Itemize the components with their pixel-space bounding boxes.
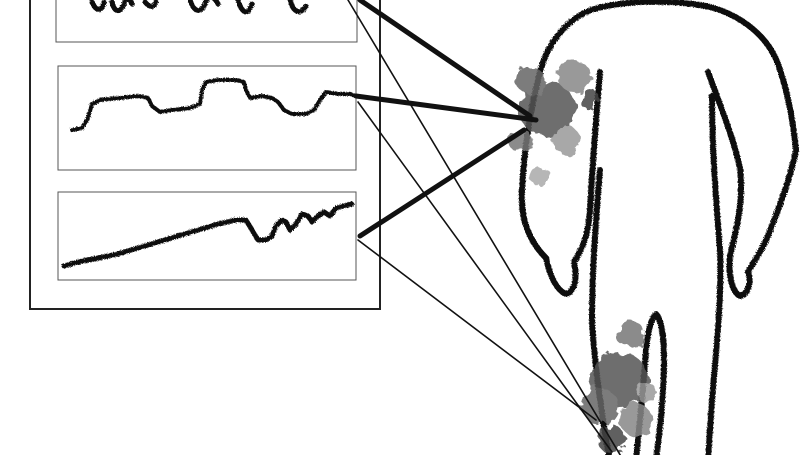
panel-rising [57, 191, 357, 281]
connector-oscillating-to-leg [347, 0, 622, 455]
splotch-blob [582, 388, 618, 424]
splotch-blob [530, 166, 550, 186]
connector-rising-to-arm [357, 127, 527, 239]
figure-left-hand [543, 255, 579, 297]
figure-right-arm-outer [745, 147, 799, 275]
connector-oscillating-to-arm [357, 0, 533, 119]
figure-right-hand [726, 253, 753, 299]
splotch-blob [558, 60, 590, 92]
figure-right-leg-outer [705, 93, 724, 455]
splotch-blob [620, 404, 652, 436]
splotch-blob [616, 320, 644, 348]
figure-right-arm-inner [705, 69, 745, 259]
signal-stepped-trace [70, 78, 358, 132]
connector-stepped-to-leg [357, 101, 613, 453]
signal-oscillating-trace [89, 0, 309, 15]
splotch-blob [636, 382, 656, 402]
panel-frame [57, 191, 357, 281]
figure-shoulders [537, 0, 799, 153]
thick-connectors [353, 0, 539, 239]
panel-oscillating [55, 0, 358, 43]
thin-connectors [347, 0, 622, 455]
splotch-blob [516, 66, 544, 94]
splotch-blob [580, 90, 600, 110]
upper-arm-splotch [508, 60, 600, 186]
connector-rising-to-leg [357, 239, 597, 421]
figure-left-arm-inner [571, 69, 603, 265]
splotch-blob [520, 82, 576, 138]
connector-stepped-to-arm [353, 93, 539, 123]
signal-rising-trace [61, 201, 355, 269]
splotch-blob [552, 126, 580, 154]
panel-stepped [57, 65, 358, 171]
